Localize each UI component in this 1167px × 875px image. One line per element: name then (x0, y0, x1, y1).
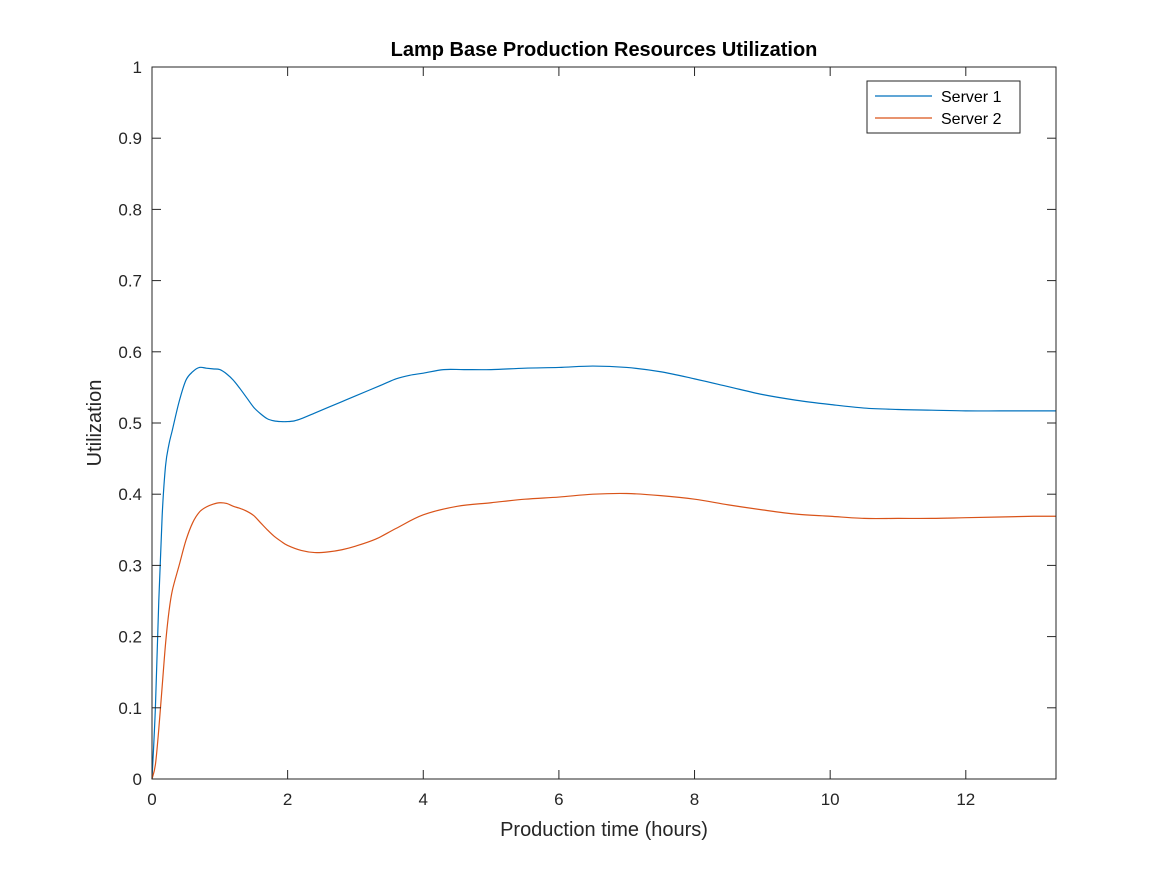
x-tick-label: 6 (554, 790, 563, 809)
legend: Server 1 Server 2 (866, 80, 1021, 134)
y-tick-label: 0.6 (118, 343, 142, 362)
y-tick-label: 0.9 (118, 129, 142, 148)
x-tick-label: 10 (821, 790, 840, 809)
y-tick-label: 0.7 (118, 272, 142, 291)
y-tick-label: 1 (133, 58, 142, 77)
x-tick-label: 0 (147, 790, 156, 809)
x-tick-label: 8 (690, 790, 699, 809)
legend-label-server-2: Server 2 (941, 111, 1002, 128)
series-group (151, 365, 1057, 780)
y-tick-label: 0.5 (118, 414, 142, 433)
legend-label-server-1: Server 1 (941, 89, 1002, 106)
y-tick-label: 0.3 (118, 556, 142, 575)
series-line-server-1 (151, 365, 1056, 780)
x-axis-title: Production time (hours) (500, 819, 708, 841)
y-tick-label: 0.2 (118, 628, 142, 647)
tick-group: 0 2 4 6 8 10 12 0 0.1 0.2 0.3 0.4 0.5 0.6 0.7 0.8 0.9 1 (118, 58, 1056, 809)
y-tick-label: 0.4 (118, 485, 142, 504)
chart-title: Lamp Base Production Resources Utilizati… (391, 39, 818, 61)
y-tick-label: 0.8 (118, 200, 142, 219)
series-line-server-2 (151, 492, 1057, 780)
y-tick-label: 0.1 (118, 699, 142, 718)
y-axis-title: Utilization (84, 380, 106, 467)
x-tick-label: 12 (956, 790, 975, 809)
x-tick-label: 2 (283, 790, 292, 809)
x-tick-label: 4 (419, 790, 428, 809)
plot-area (152, 67, 1056, 779)
legend-box (866, 80, 1021, 134)
y-tick-label: 0 (133, 770, 142, 789)
